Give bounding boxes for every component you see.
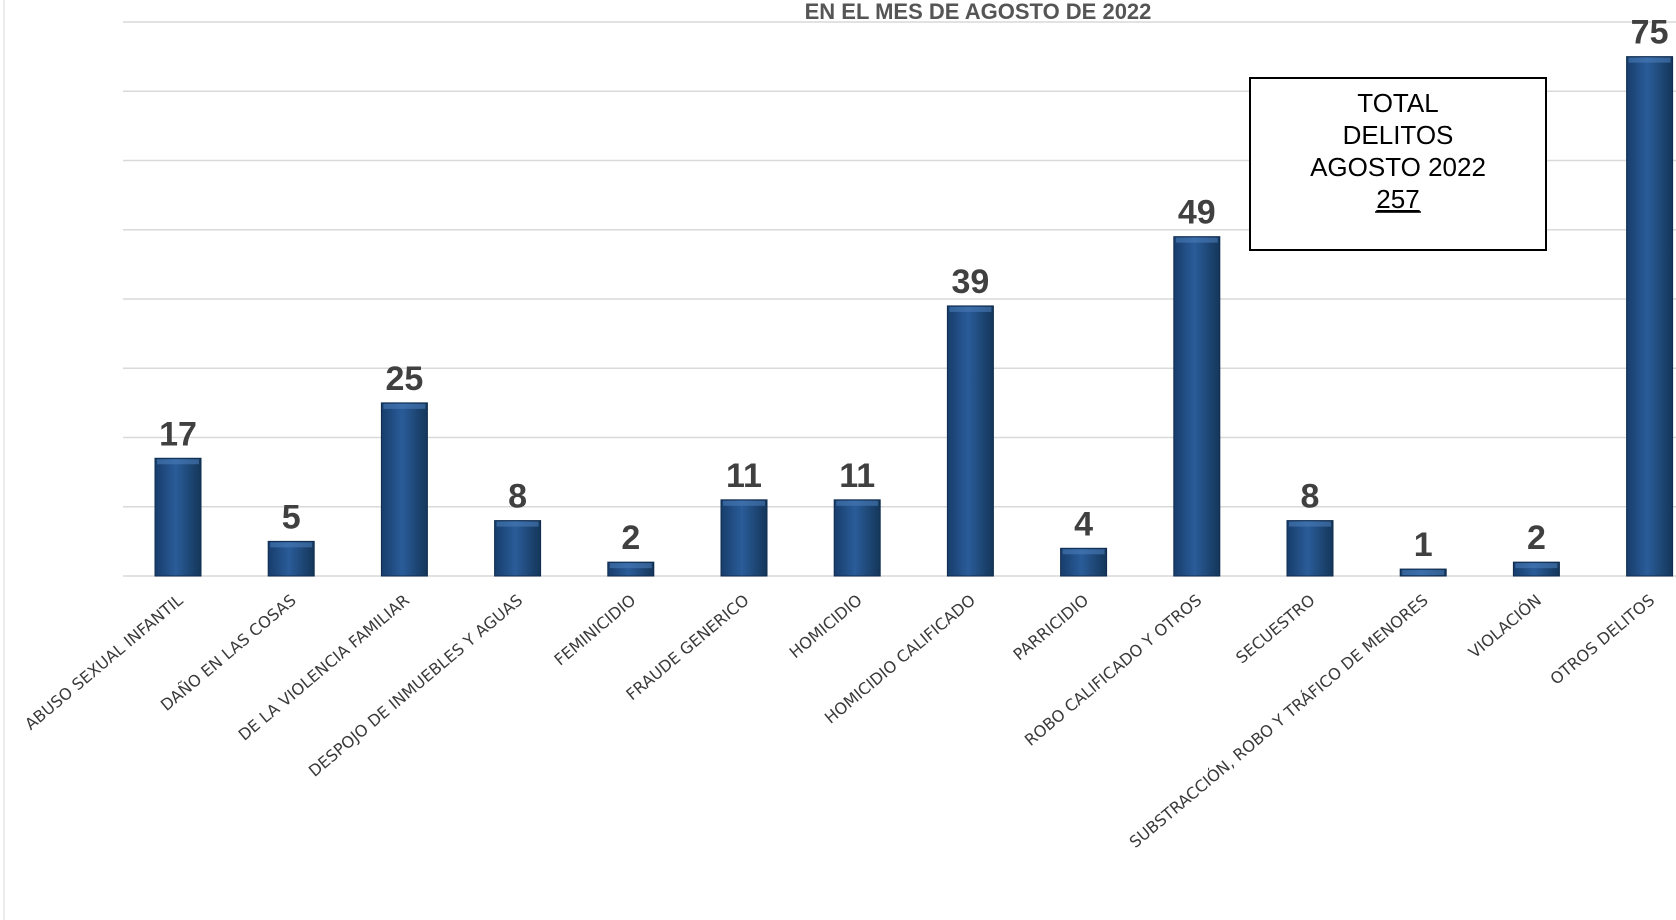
bar	[946, 305, 994, 577]
bar-highlight	[1515, 563, 1558, 569]
bar	[833, 499, 881, 577]
bar	[494, 520, 542, 577]
bar	[1173, 236, 1221, 577]
bar-highlight	[383, 403, 426, 409]
data-label: 49	[1178, 194, 1216, 232]
data-label: 39	[951, 263, 989, 301]
x-tick-label: ROBO CALIFICADO Y OTROS	[1021, 591, 1206, 750]
bar-highlight	[270, 542, 313, 548]
x-tick-label: DESPOJO DE INMUEBLES Y AGUAS	[305, 591, 526, 781]
x-tick-label: PARRICIDIO	[1009, 591, 1092, 665]
data-label: 2	[621, 519, 640, 557]
total-box-line1: TOTAL	[1357, 88, 1438, 118]
bar	[154, 457, 202, 577]
bar	[380, 402, 428, 577]
data-label: 1	[1414, 526, 1433, 564]
data-label: 2	[1527, 519, 1546, 557]
x-tick-label: OTROS DELITOS	[1546, 591, 1658, 689]
x-tick-label: FEMINICIDIO	[551, 591, 640, 670]
bar-highlight	[157, 459, 199, 465]
total-box-value: 257	[1376, 184, 1419, 214]
bar-highlight	[1402, 570, 1445, 576]
data-label: 75	[1631, 14, 1669, 52]
bars	[154, 56, 1674, 577]
data-label: 11	[726, 457, 762, 495]
bar-highlight	[723, 500, 765, 506]
total-box-line2: DELITOS	[1343, 120, 1454, 150]
x-tick-label: HOMICIDIO	[786, 591, 866, 663]
total-box-frame	[1249, 77, 1547, 251]
bar	[720, 499, 768, 577]
data-label: 17	[159, 415, 197, 453]
data-label: 8	[508, 478, 527, 516]
bar-highlight	[949, 306, 992, 312]
chart-title: EN EL MES DE AGOSTO DE 2022	[805, 0, 1152, 24]
bar-highlight	[1175, 237, 1218, 243]
bar	[1286, 520, 1334, 577]
data-label: 5	[282, 498, 301, 536]
data-labels: 17 5 25 8 2 11 11 39 4 49 8 1 2 75	[159, 14, 1668, 564]
x-tick-label: VIOLACIÓN	[1465, 591, 1545, 663]
bar-highlight	[1062, 549, 1105, 555]
bar-highlight	[609, 563, 652, 569]
bar-highlight	[836, 500, 879, 506]
total-box: TOTAL DELITOS AGOSTO 2022 257	[1249, 77, 1547, 251]
bar-highlight	[1628, 57, 1671, 63]
x-tick-label: ABUSO SEXUAL INFANTIL	[21, 590, 187, 733]
bar-highlight	[1289, 521, 1331, 527]
data-label: 4	[1074, 505, 1093, 543]
data-label: 8	[1301, 478, 1320, 516]
data-label: 11	[839, 457, 875, 495]
x-tick-label: SECUESTRO	[1232, 591, 1318, 668]
data-label: 25	[385, 360, 423, 398]
bar	[1626, 56, 1674, 577]
total-box-line3: AGOSTO 2022	[1310, 152, 1486, 182]
x-tick-label: FRAUDE GENERICO	[622, 591, 752, 705]
bar-highlight	[496, 521, 539, 527]
